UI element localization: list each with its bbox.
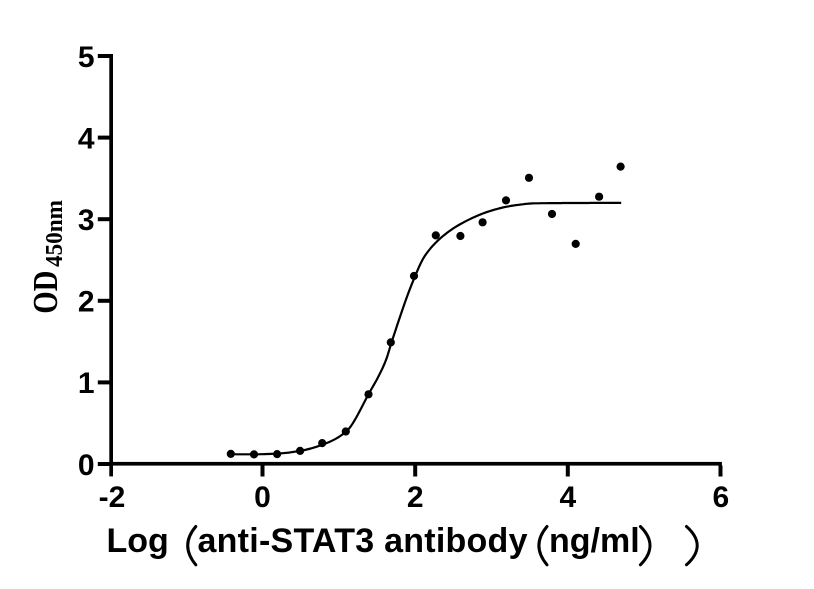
svg-text:-2: -2 [99, 481, 126, 514]
svg-text:anti-STAT3 antibody: anti-STAT3 antibody [198, 522, 528, 560]
svg-text:1: 1 [78, 367, 95, 400]
svg-text:6: 6 [712, 481, 729, 514]
svg-text:4: 4 [78, 122, 95, 155]
svg-text:OD: OD [27, 271, 65, 314]
svg-text:3: 3 [78, 204, 95, 237]
svg-text:4: 4 [559, 481, 576, 514]
svg-text:5: 5 [78, 41, 95, 74]
svg-text:Log: Log [107, 522, 169, 560]
svg-text:ng/ml: ng/ml [549, 522, 640, 560]
svg-text:2: 2 [78, 286, 95, 319]
svg-text:450nm: 450nm [41, 200, 68, 267]
svg-text:0: 0 [78, 449, 95, 482]
svg-text:2: 2 [407, 481, 424, 514]
svg-text:0: 0 [254, 481, 271, 514]
